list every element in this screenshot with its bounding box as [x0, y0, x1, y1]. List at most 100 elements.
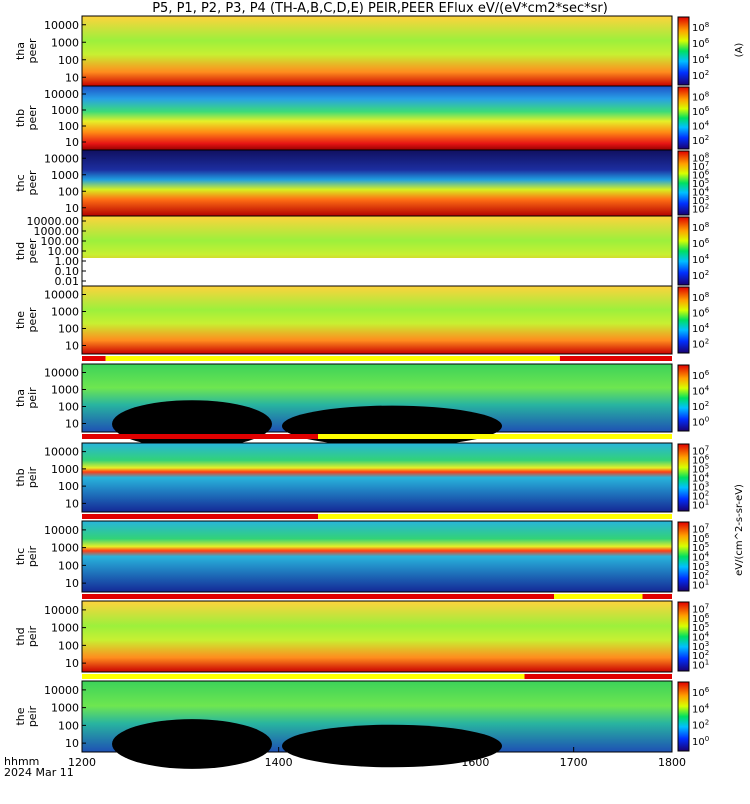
colorbar-tick-label: 106 [692, 105, 710, 118]
panel-label-probe: thd [14, 242, 27, 260]
y-tick-label: 10000 [44, 19, 79, 32]
quality-flag-segment [82, 674, 525, 679]
quality-flag-segment [554, 594, 643, 599]
y-tick-label: 10000 [44, 152, 79, 165]
panel-label-probe: the [14, 311, 27, 329]
colorbar-thc-peir [677, 521, 690, 592]
colorbar-tha-peir [677, 364, 690, 432]
panel-frame [81, 363, 673, 433]
spectrogram-thb-peir [82, 443, 672, 512]
y-tick-label: 10 [65, 71, 79, 84]
colorbar-tick-label: 106 [692, 306, 710, 319]
quality-flag-segment [318, 434, 672, 439]
y-tick-label: 100 [58, 480, 79, 493]
y-tick-label: 1000 [51, 542, 79, 555]
panel-label-probe: thb [14, 468, 27, 486]
low-flux-region [282, 724, 502, 768]
x-tick-label: 1700 [560, 756, 588, 769]
panel-frame [81, 520, 673, 593]
y-tick-label: 100.00 [41, 235, 80, 248]
panel-label-probe: tha [14, 42, 27, 60]
colorbar-thd-peir [677, 601, 690, 672]
panel-frame [81, 600, 673, 673]
colorbar-tick-label: 108 [692, 90, 709, 103]
quality-flag-segment [82, 434, 318, 439]
y-tick-label: 1000 [51, 104, 79, 117]
spectrogram-thd-peir [82, 601, 672, 672]
colorbar-thd-peer [677, 216, 690, 286]
panel-label-instrument: peir [26, 466, 39, 488]
y-tick-label: 100 [58, 185, 79, 198]
colorbar-tick-label: 106 [692, 37, 710, 50]
y-tick-label: 0.10 [55, 265, 80, 278]
y-tick-label: 10 [65, 418, 79, 431]
panel-thd-peer [82, 216, 672, 286]
y-tick-label: 10 [65, 497, 79, 510]
colorbar-tick-label: 102 [692, 69, 709, 82]
y-tick-label: 10000 [44, 367, 79, 380]
date-label: 2024 Mar 11 [4, 766, 74, 779]
panel-label-instrument: peir [26, 545, 39, 567]
y-tick-label: 100 [58, 401, 79, 414]
colorbar-tick-label: 104 [692, 119, 710, 132]
panel-frame [81, 442, 673, 513]
y-tick-label: 10 [65, 202, 79, 215]
colorbar-tick-label: 102 [692, 269, 709, 282]
quality-flag-segment [318, 514, 672, 519]
quality-flag-segment [82, 514, 318, 519]
panel-tha-peir [82, 364, 672, 448]
panel-label-instrument: peer [26, 38, 39, 64]
panel-tha-peer [82, 16, 672, 86]
quality-flag-segment [524, 674, 672, 679]
colorbar-tick-label: 106 [692, 237, 710, 250]
spectrogram-the-peer [82, 286, 672, 354]
y-tick-label: 10000 [44, 524, 79, 537]
spectrogram-thc-peer [82, 150, 672, 216]
y-tick-label: 1000 [51, 169, 79, 182]
y-tick-label: 1000 [51, 622, 79, 635]
y-tick-label: 100 [58, 559, 79, 572]
panel-frame [81, 285, 673, 355]
colorbar-tick-label: 104 [692, 53, 710, 66]
y-tick-label: 1000 [51, 306, 79, 319]
low-flux-region [282, 405, 502, 447]
y-tick-label: 10 [65, 136, 79, 149]
y-tick-label: 100 [58, 120, 79, 133]
y-tick-label: 10000 [44, 446, 79, 459]
y-tick-label: 1000 [51, 36, 79, 49]
colorbar-tick-label: 108 [692, 21, 709, 34]
panel-thc-peer [82, 150, 672, 216]
y-tick-label: 10000 [44, 684, 79, 697]
panel-thc-peir [82, 521, 672, 592]
panel-label-probe: thb [14, 109, 27, 127]
panel-layer [82, 16, 672, 769]
panel-label-instrument: peer [26, 238, 39, 264]
colorbar-thc-peer [677, 150, 690, 216]
y-tick-label: 10 [65, 737, 79, 750]
colorbar-tick-label: 104 [692, 253, 710, 266]
y-tick-label: 10000 [44, 604, 79, 617]
colorbar-tick-label: 102 [692, 134, 709, 147]
panel-label-probe: thc [14, 174, 27, 191]
y-tick-label: 10 [65, 657, 79, 670]
colorbar-tick-label: 102 [692, 337, 709, 350]
y-tick-label: 100 [58, 719, 79, 732]
y-tick-label: 10000 [44, 88, 79, 101]
y-tick-label: 100 [58, 323, 79, 336]
spectrogram-thc-peir [82, 521, 672, 592]
panel-label-probe: tha [14, 389, 27, 407]
x-tick-label: 1600 [461, 756, 489, 769]
panel-label-instrument: peer [26, 105, 39, 131]
colorbar-units-label: eV/(cm^2-s-sr-eV) [734, 484, 745, 576]
quality-flag-segment [559, 356, 672, 361]
x-tick-label: 1800 [658, 756, 686, 769]
y-tick-label: 1000.00 [34, 225, 80, 238]
x-axis-label: hhmm [4, 755, 39, 768]
y-tick-label: 0.01 [55, 275, 80, 288]
panel-thd-peir [82, 601, 672, 672]
colorbar-tick-label: 100 [692, 735, 709, 748]
panel-label-probe: the [14, 707, 27, 725]
x-tick-label: 1500 [363, 756, 391, 769]
low-flux-region [112, 719, 272, 769]
